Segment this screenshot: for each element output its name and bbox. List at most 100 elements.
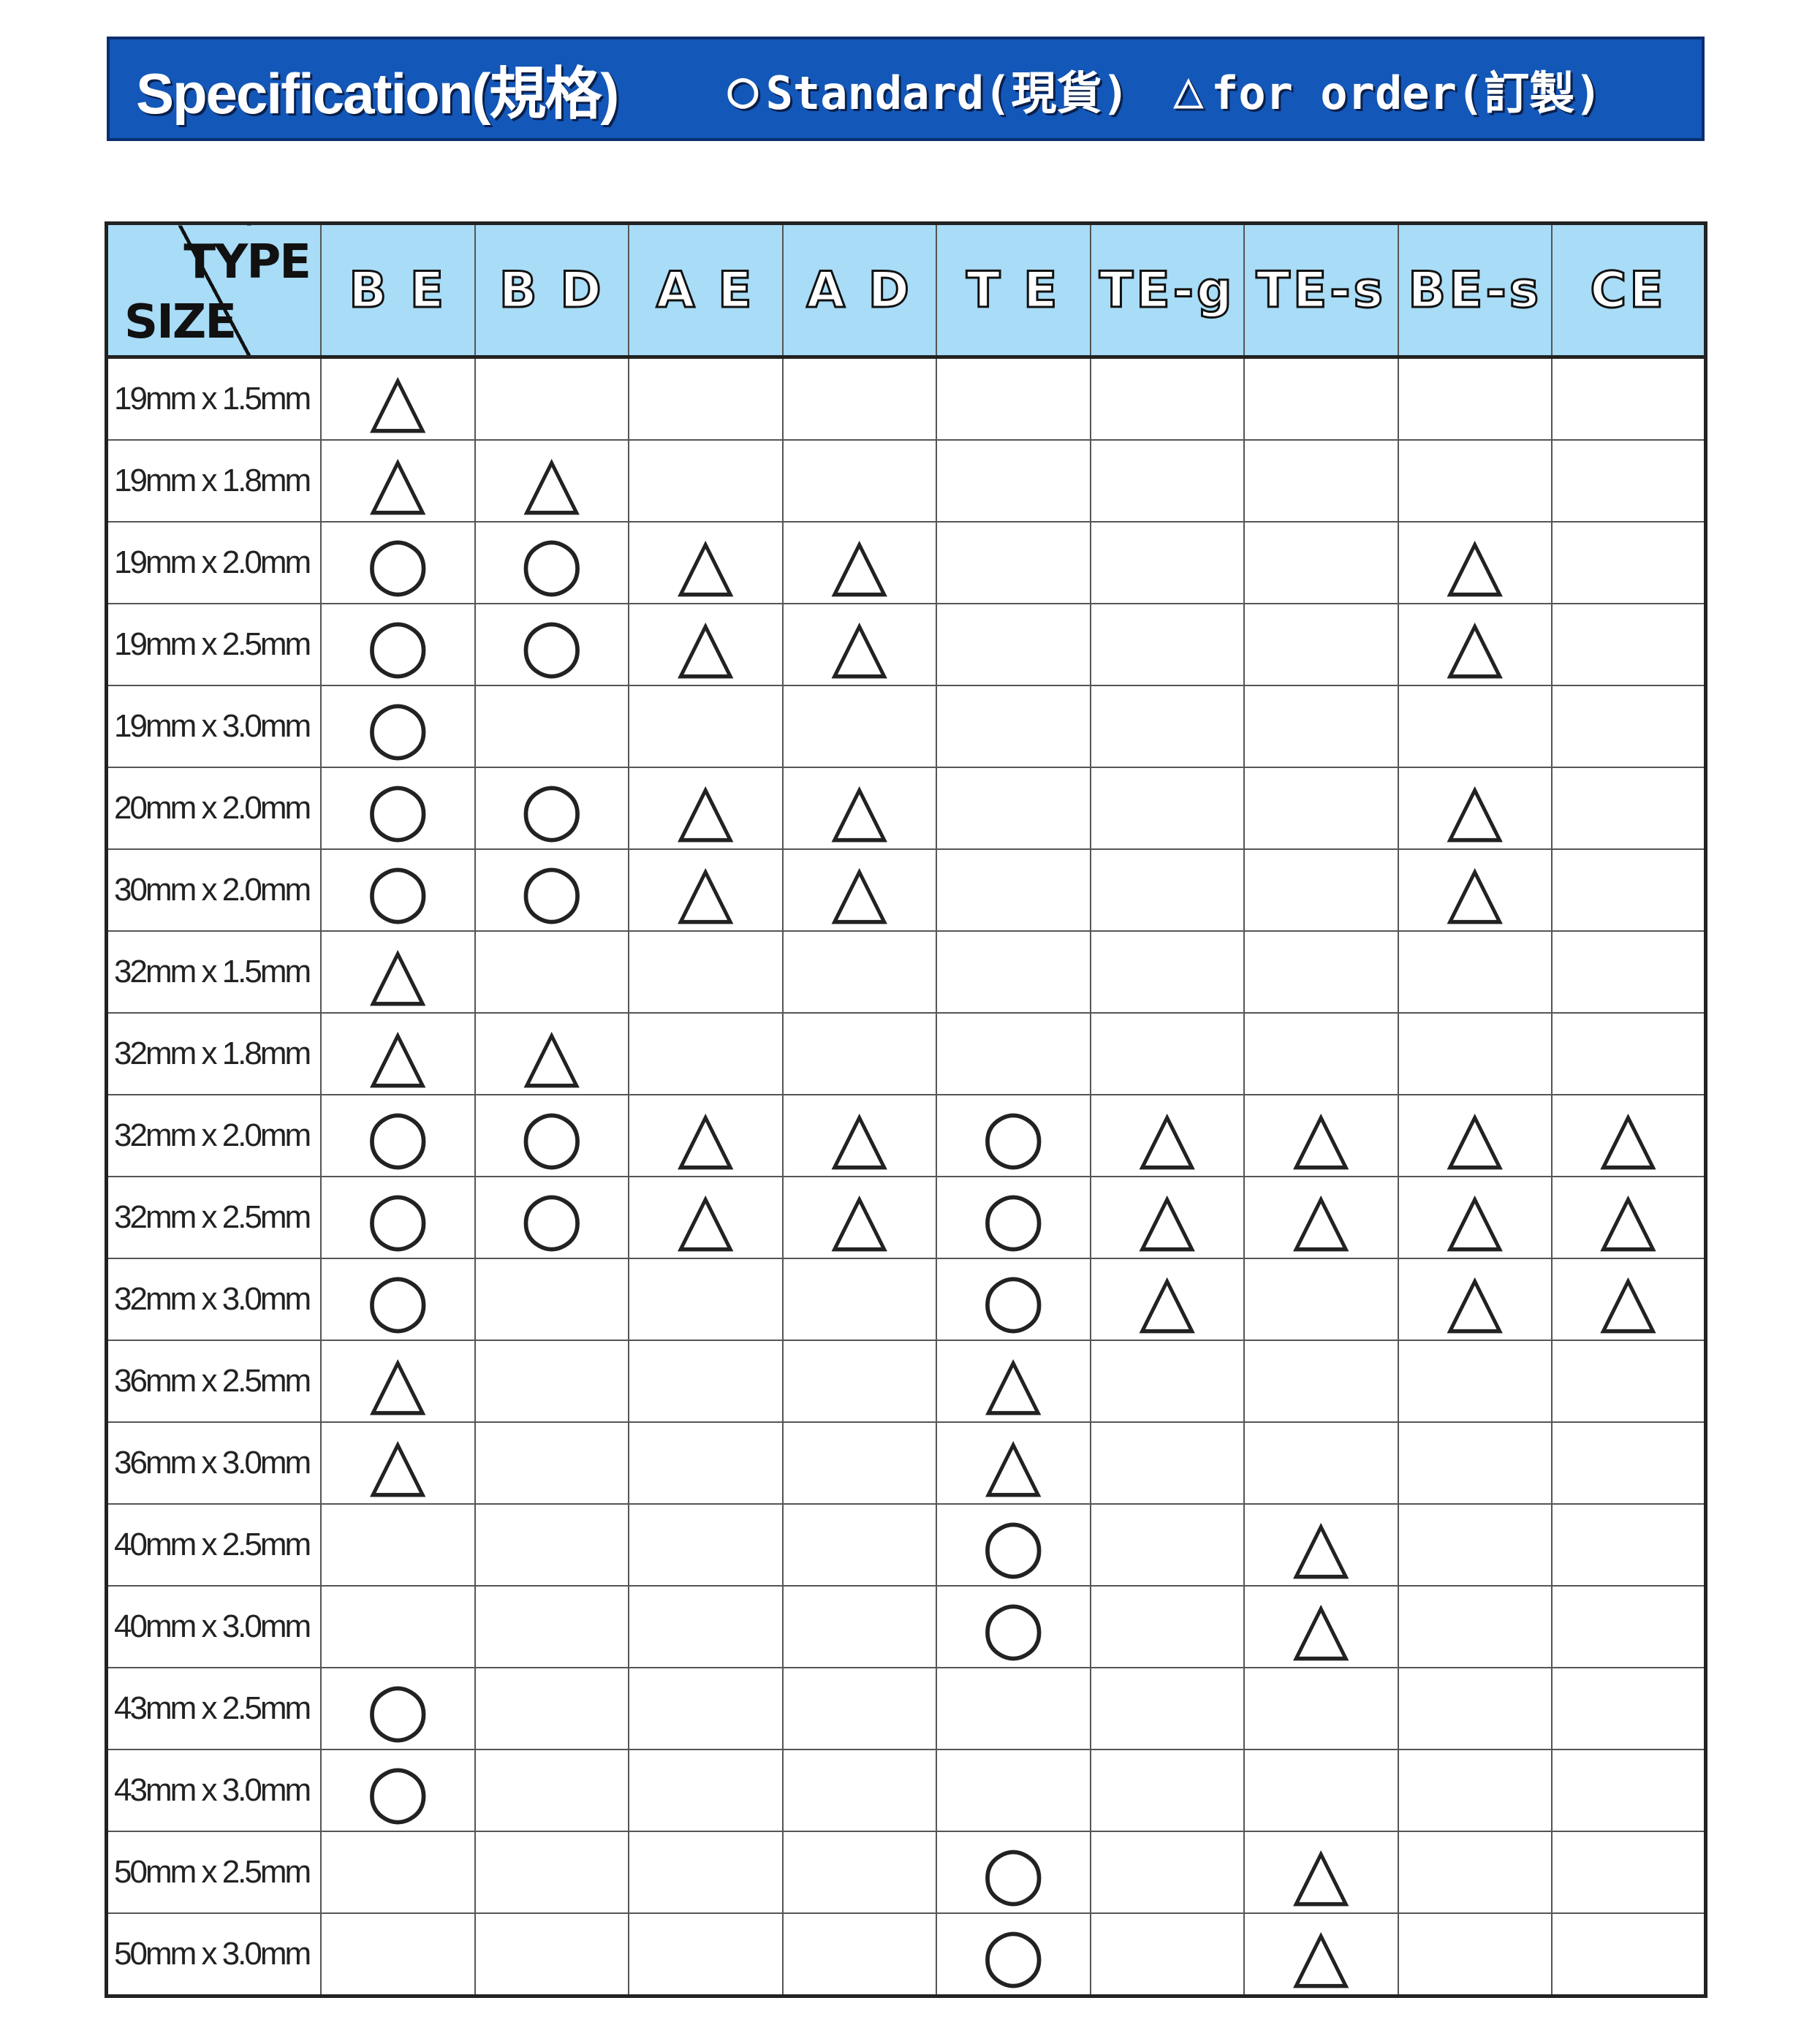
- order-triangle-icon: △: [1089, 1258, 1245, 1341]
- column-header: B E: [320, 222, 476, 358]
- column-header: BE-s: [1397, 222, 1553, 358]
- size-cell: 50mm x 3.0mm: [105, 1912, 322, 1997]
- standard-circle-icon: ○: [320, 685, 476, 768]
- empty-cell: [628, 1912, 784, 1997]
- standard-circle-icon: ○: [474, 603, 629, 686]
- order-triangle-icon: △: [781, 603, 937, 686]
- table-row: 32mm x 2.0mm ○ ○ △ △ ○ △ △ △ △: [105, 1094, 1707, 1177]
- empty-cell: [1551, 685, 1707, 768]
- empty-cell: [1243, 930, 1399, 1014]
- order-triangle-icon: △: [1397, 767, 1553, 850]
- standard-circle-icon: ○: [320, 1094, 476, 1177]
- order-triangle-icon: △: [628, 521, 784, 604]
- empty-cell: [1397, 685, 1553, 768]
- empty-cell: [781, 356, 937, 441]
- empty-cell: [474, 1912, 629, 1997]
- size-cell: 20mm x 2.0mm: [105, 767, 322, 850]
- size-cell: 32mm x 1.5mm: [105, 930, 322, 1014]
- empty-cell: [1397, 1421, 1553, 1505]
- banner-title: Specification(規格): [136, 61, 619, 126]
- order-triangle-icon: △: [320, 1340, 476, 1423]
- empty-cell: [628, 1503, 784, 1587]
- empty-cell: [1397, 930, 1553, 1014]
- empty-cell: [474, 1340, 629, 1423]
- table-row: 40mm x 2.5mm ○ △: [105, 1503, 1707, 1587]
- empty-cell: [1089, 1831, 1245, 1914]
- standard-circle-icon: ○: [320, 848, 476, 932]
- empty-cell: [936, 1012, 1091, 1095]
- standard-circle-icon: ○: [936, 1831, 1091, 1914]
- empty-cell: [936, 1667, 1091, 1750]
- standard-circle-icon: ○: [320, 1176, 476, 1259]
- order-triangle-icon: △: [628, 767, 784, 850]
- column-header: T E: [936, 222, 1091, 358]
- empty-cell: [628, 1667, 784, 1750]
- empty-cell: [1089, 439, 1245, 523]
- empty-cell: [474, 356, 629, 441]
- empty-cell: [781, 1585, 937, 1668]
- empty-cell: [320, 1585, 476, 1668]
- order-triangle-icon: △: [628, 848, 784, 932]
- empty-cell: [474, 685, 629, 768]
- order-triangle-icon: △: [936, 1340, 1091, 1423]
- table-row: 19mm x 3.0mm ○: [105, 685, 1707, 768]
- empty-cell: [781, 1503, 937, 1587]
- order-triangle-icon: △: [1397, 603, 1553, 686]
- standard-circle-icon: ○: [936, 1912, 1091, 1997]
- order-triangle-icon: △: [1243, 1912, 1399, 1997]
- empty-cell: [1089, 685, 1245, 768]
- empty-cell: [1243, 1667, 1399, 1750]
- empty-cell: [1089, 1585, 1245, 1668]
- empty-cell: [474, 1585, 629, 1668]
- empty-cell: [781, 1421, 937, 1505]
- empty-cell: [1243, 685, 1399, 768]
- size-cell: 32mm x 2.0mm: [105, 1094, 322, 1177]
- empty-cell: [1397, 1749, 1553, 1832]
- order-triangle-icon: △: [628, 1094, 784, 1177]
- order-triangle-icon: △: [1397, 1258, 1553, 1341]
- size-cell: 19mm x 1.5mm: [105, 356, 322, 441]
- order-triangle-icon: △: [1089, 1094, 1245, 1177]
- order-triangle-icon: △: [1243, 1176, 1399, 1259]
- empty-cell: [1551, 1012, 1707, 1095]
- size-label: SIZE: [124, 295, 237, 349]
- order-triangle-icon: △: [628, 603, 784, 686]
- circle-icon: ○: [727, 58, 759, 119]
- empty-cell: [1397, 1831, 1553, 1914]
- empty-cell: [1397, 439, 1553, 523]
- legend-order-label: for order(訂製): [1211, 66, 1602, 120]
- standard-circle-icon: ○: [936, 1585, 1091, 1668]
- standard-circle-icon: ○: [936, 1176, 1091, 1259]
- order-triangle-icon: △: [936, 1421, 1091, 1505]
- empty-cell: [1089, 1012, 1245, 1095]
- empty-cell: [1397, 1585, 1553, 1668]
- size-cell: 19mm x 2.0mm: [105, 521, 322, 604]
- empty-cell: [1551, 439, 1707, 523]
- table-row: 36mm x 3.0mm △ △: [105, 1421, 1707, 1505]
- table-row: 20mm x 2.0mm ○ ○ △ △ △: [105, 767, 1707, 850]
- empty-cell: [1551, 1503, 1707, 1587]
- empty-cell: [1089, 767, 1245, 850]
- empty-cell: [628, 685, 784, 768]
- empty-cell: [320, 1503, 476, 1587]
- legend-order: △ for order(訂製): [1173, 56, 1602, 122]
- size-cell: 19mm x 1.8mm: [105, 439, 322, 523]
- table-row: 19mm x 1.8mm △ △: [105, 439, 1707, 523]
- column-header: A D: [781, 222, 937, 358]
- empty-cell: [628, 930, 784, 1014]
- empty-cell: [1397, 1503, 1553, 1587]
- standard-circle-icon: ○: [936, 1258, 1091, 1341]
- size-cell: 32mm x 3.0mm: [105, 1258, 322, 1341]
- empty-cell: [1089, 521, 1245, 604]
- size-cell: 32mm x 2.5mm: [105, 1176, 322, 1259]
- empty-cell: [320, 1831, 476, 1914]
- empty-cell: [628, 1012, 784, 1095]
- specification-banner: Specification(規格) ○ Standard(現貨) △ for o…: [107, 37, 1705, 141]
- empty-cell: [474, 1667, 629, 1750]
- empty-cell: [1243, 439, 1399, 523]
- table-row: 50mm x 3.0mm ○ △: [105, 1912, 1707, 1997]
- empty-cell: [1551, 1667, 1707, 1750]
- table-row: 32mm x 1.8mm △ △: [105, 1012, 1707, 1095]
- legend-standard: ○ Standard(現貨): [727, 56, 1129, 122]
